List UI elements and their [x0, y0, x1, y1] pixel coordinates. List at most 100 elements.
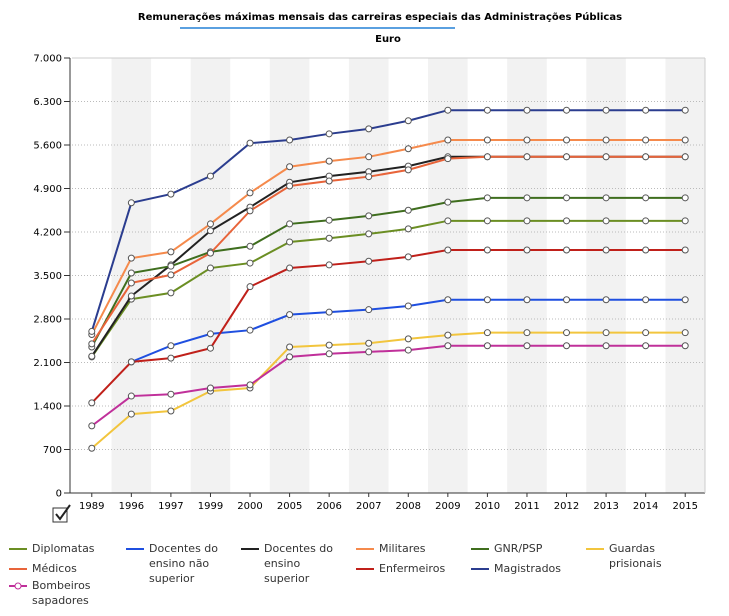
legend-item[interactable]: Bombeiros sapadores — [8, 578, 108, 608]
data-point — [681, 342, 689, 350]
data-point — [88, 327, 96, 335]
x-tick-label: 2012 — [554, 501, 579, 512]
data-point — [127, 392, 135, 400]
legend-item[interactable]: GNR/PSP — [470, 541, 570, 556]
data-point — [523, 329, 531, 337]
legend-label: Médicos — [32, 562, 77, 575]
legend-swatch — [471, 568, 489, 570]
checkbox[interactable] — [52, 504, 71, 523]
data-point — [206, 172, 214, 180]
data-point — [88, 352, 96, 360]
legend-label: Enfermeiros — [379, 562, 446, 575]
data-point — [563, 296, 571, 304]
series-line — [90, 155, 686, 345]
data-point — [206, 220, 214, 228]
data-point — [325, 130, 333, 138]
legend-label: Docentes do ensino superior — [264, 542, 334, 585]
y-tick-label: 7.000 — [33, 54, 62, 65]
data-point — [602, 217, 610, 225]
series-line — [91, 344, 686, 427]
data-point — [642, 329, 650, 337]
data-point — [206, 249, 214, 257]
data-point — [246, 381, 254, 389]
data-point — [483, 329, 491, 337]
data-point — [563, 194, 571, 202]
legend-swatch — [9, 548, 27, 550]
data-point — [325, 350, 333, 358]
data-point — [286, 311, 294, 319]
data-point — [444, 342, 452, 350]
data-point — [681, 194, 689, 202]
data-point — [246, 242, 254, 250]
data-point — [404, 346, 412, 354]
data-point — [286, 220, 294, 228]
data-point — [602, 342, 610, 350]
legend-item[interactable]: Docentes do ensino não superior — [125, 541, 225, 586]
data-point — [365, 306, 373, 314]
x-tick-label: 2006 — [316, 501, 341, 512]
x-tick-label: 2000 — [237, 501, 262, 512]
data-point — [365, 339, 373, 347]
data-point — [88, 399, 96, 407]
legend-item[interactable]: Médicos — [8, 561, 108, 576]
data-point — [88, 422, 96, 430]
chart: Remunerações máximas mensais das carreir… — [33, 11, 706, 523]
data-point — [602, 296, 610, 304]
x-tick-label: 2009 — [435, 501, 460, 512]
data-point — [563, 106, 571, 114]
data-point — [404, 166, 412, 174]
legend-item[interactable]: Guardas prisionais — [585, 541, 685, 571]
x-tick-label: 2014 — [633, 501, 658, 512]
checkbox-box[interactable] — [52, 507, 68, 523]
x-tick-label: 1996 — [119, 501, 144, 512]
chart-subtitle: Euro — [375, 34, 401, 45]
data-point — [642, 153, 650, 161]
data-point — [444, 155, 452, 163]
data-point — [602, 136, 610, 144]
data-point — [483, 106, 491, 114]
legend-item[interactable]: Diplomatas — [8, 541, 108, 556]
legend-label: GNR/PSP — [494, 542, 543, 555]
data-point — [642, 296, 650, 304]
data-point — [167, 248, 175, 256]
data-point — [642, 246, 650, 254]
data-point — [325, 234, 333, 242]
y-tick-label: 0 — [56, 489, 62, 500]
data-point — [88, 340, 96, 348]
x-tick-label: 2010 — [475, 501, 500, 512]
data-point — [444, 246, 452, 254]
x-tick-label: 1997 — [158, 501, 183, 512]
data-point — [167, 342, 175, 350]
data-point — [444, 136, 452, 144]
legend-item[interactable]: Militares — [355, 541, 455, 556]
data-point — [325, 261, 333, 269]
y-tick-label: 2.100 — [33, 358, 62, 369]
x-tick-label: 2015 — [672, 501, 697, 512]
legend-label: Magistrados — [494, 562, 562, 575]
data-point — [563, 342, 571, 350]
data-point — [246, 207, 254, 215]
data-point — [523, 194, 531, 202]
legend-item[interactable]: Enfermeiros — [355, 561, 455, 576]
data-point — [127, 292, 135, 300]
data-point — [167, 354, 175, 362]
data-point — [286, 238, 294, 246]
legend-swatch — [356, 548, 374, 550]
data-point — [404, 117, 412, 125]
checkbox-tick — [55, 504, 71, 521]
legend-label: Docentes do ensino não superior — [149, 542, 219, 585]
data-point — [246, 326, 254, 334]
data-point — [642, 106, 650, 114]
y-tick-label: 700 — [43, 445, 62, 456]
data-point — [523, 246, 531, 254]
data-point — [127, 269, 135, 277]
data-point — [681, 153, 689, 161]
legend-item[interactable]: Magistrados — [470, 561, 570, 576]
data-point — [365, 230, 373, 238]
data-point — [127, 199, 135, 207]
data-point — [602, 153, 610, 161]
legend-label: Bombeiros sapadores — [32, 579, 91, 607]
series-line — [90, 139, 686, 335]
legend-swatch — [9, 582, 27, 590]
legend-item[interactable]: Docentes do ensino superior — [240, 541, 340, 586]
